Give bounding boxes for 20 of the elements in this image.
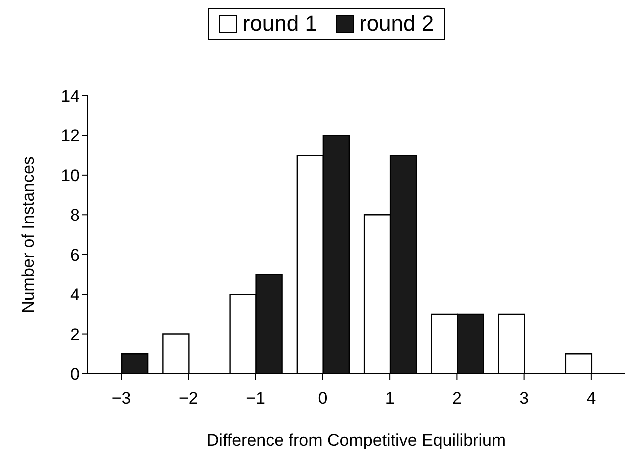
x-tick-label: −1: [246, 389, 266, 408]
x-tick-label: 4: [586, 389, 596, 408]
x-tick-label: 2: [452, 389, 462, 408]
legend-label: round 2: [360, 11, 434, 37]
x-tick-label: 1: [385, 389, 395, 408]
y-tick-label: 8: [70, 206, 80, 226]
x-tick-label: 3: [520, 389, 530, 408]
y-tick-label: 6: [70, 246, 80, 265]
y-tick-label: 4: [70, 286, 80, 305]
y-tick-label: 10: [61, 166, 80, 186]
y-tick-label: 14: [61, 87, 80, 106]
x-tick-label: −2: [178, 389, 198, 408]
y-tick-label: 0: [70, 365, 80, 384]
x-axis-title: Difference from Competitive Equilibrium: [206, 431, 506, 450]
y-tick-label: 2: [70, 325, 80, 344]
legend-label: round 1: [242, 11, 318, 37]
x-tick-label: 0: [318, 389, 328, 408]
y-tick-label: 12: [61, 126, 80, 146]
x-tick-label: −3: [112, 389, 132, 408]
y-axis-title: Number of Instances: [19, 156, 38, 314]
